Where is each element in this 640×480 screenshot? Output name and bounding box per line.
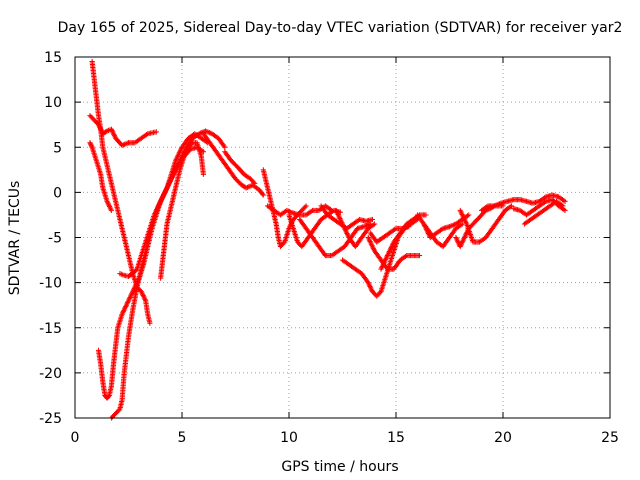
data-point [372,221,378,227]
axis-ticks [74,56,611,419]
x-tick-label: 20 [494,430,512,446]
x-tick-label: 0 [71,430,80,446]
x-axis-label: GPS time / hours [281,459,398,475]
x-tick-label: 15 [387,430,405,446]
series-arc26 [521,198,566,227]
data-point [377,290,383,296]
data-point [108,207,114,214]
data-point [562,198,568,204]
data-point [508,203,515,209]
data-point [153,129,159,135]
data-point [260,192,266,198]
series-arc6 [117,128,228,279]
y-axis-label: SDTVAR / TECUs [7,181,23,296]
data-point [560,203,566,209]
series-arc1 [89,58,153,326]
y-tick-label: -10 [39,276,62,292]
data-point [369,216,376,223]
data-point [87,141,94,147]
data-point [88,142,94,148]
x-tick-label: 25 [601,430,619,446]
x-tick-label: 10 [280,430,298,446]
data-point [423,212,429,218]
data-point [222,144,228,150]
y-tick-label: -20 [39,366,62,382]
y-tick-label: -15 [39,321,62,337]
data-point [259,191,266,197]
chart-title: Day 165 of 2025, Sidereal Day-to-day VTE… [58,20,623,36]
y-tick-label: 15 [44,50,62,66]
data-point [416,252,423,259]
series-arc8 [200,131,266,198]
data-point [116,407,122,413]
y-tick-label: 5 [53,140,62,156]
data-point [281,240,287,246]
series-arc15 [333,207,378,250]
x-tick-label: 5 [178,430,187,446]
data-point [200,171,206,177]
data-point [562,207,568,214]
data-point [105,393,112,399]
data-series [87,58,568,421]
data-point [87,140,93,146]
data-point [189,141,195,147]
series-arc2 [87,113,159,149]
data-point [466,212,472,218]
y-tick-label: 0 [53,185,62,201]
series-arc23 [457,203,515,245]
y-tick-label: 10 [44,95,62,111]
series-arc3 [87,140,114,214]
y-tick-label: -25 [39,411,62,427]
series-arc7 [158,140,206,281]
series-arc24 [479,192,568,214]
data-point [302,204,308,210]
data-point [303,203,309,209]
data-point [88,143,95,149]
series-arc9 [222,149,258,186]
data-point [147,320,153,326]
data-point [133,267,139,273]
data-point [251,179,257,185]
y-tick-label: -5 [48,231,62,247]
data-point [252,180,258,186]
tick-labels: 0 5 10 15 20 25 -25 -20 -15 -10 -5 0 5 10 15 [39,50,619,446]
